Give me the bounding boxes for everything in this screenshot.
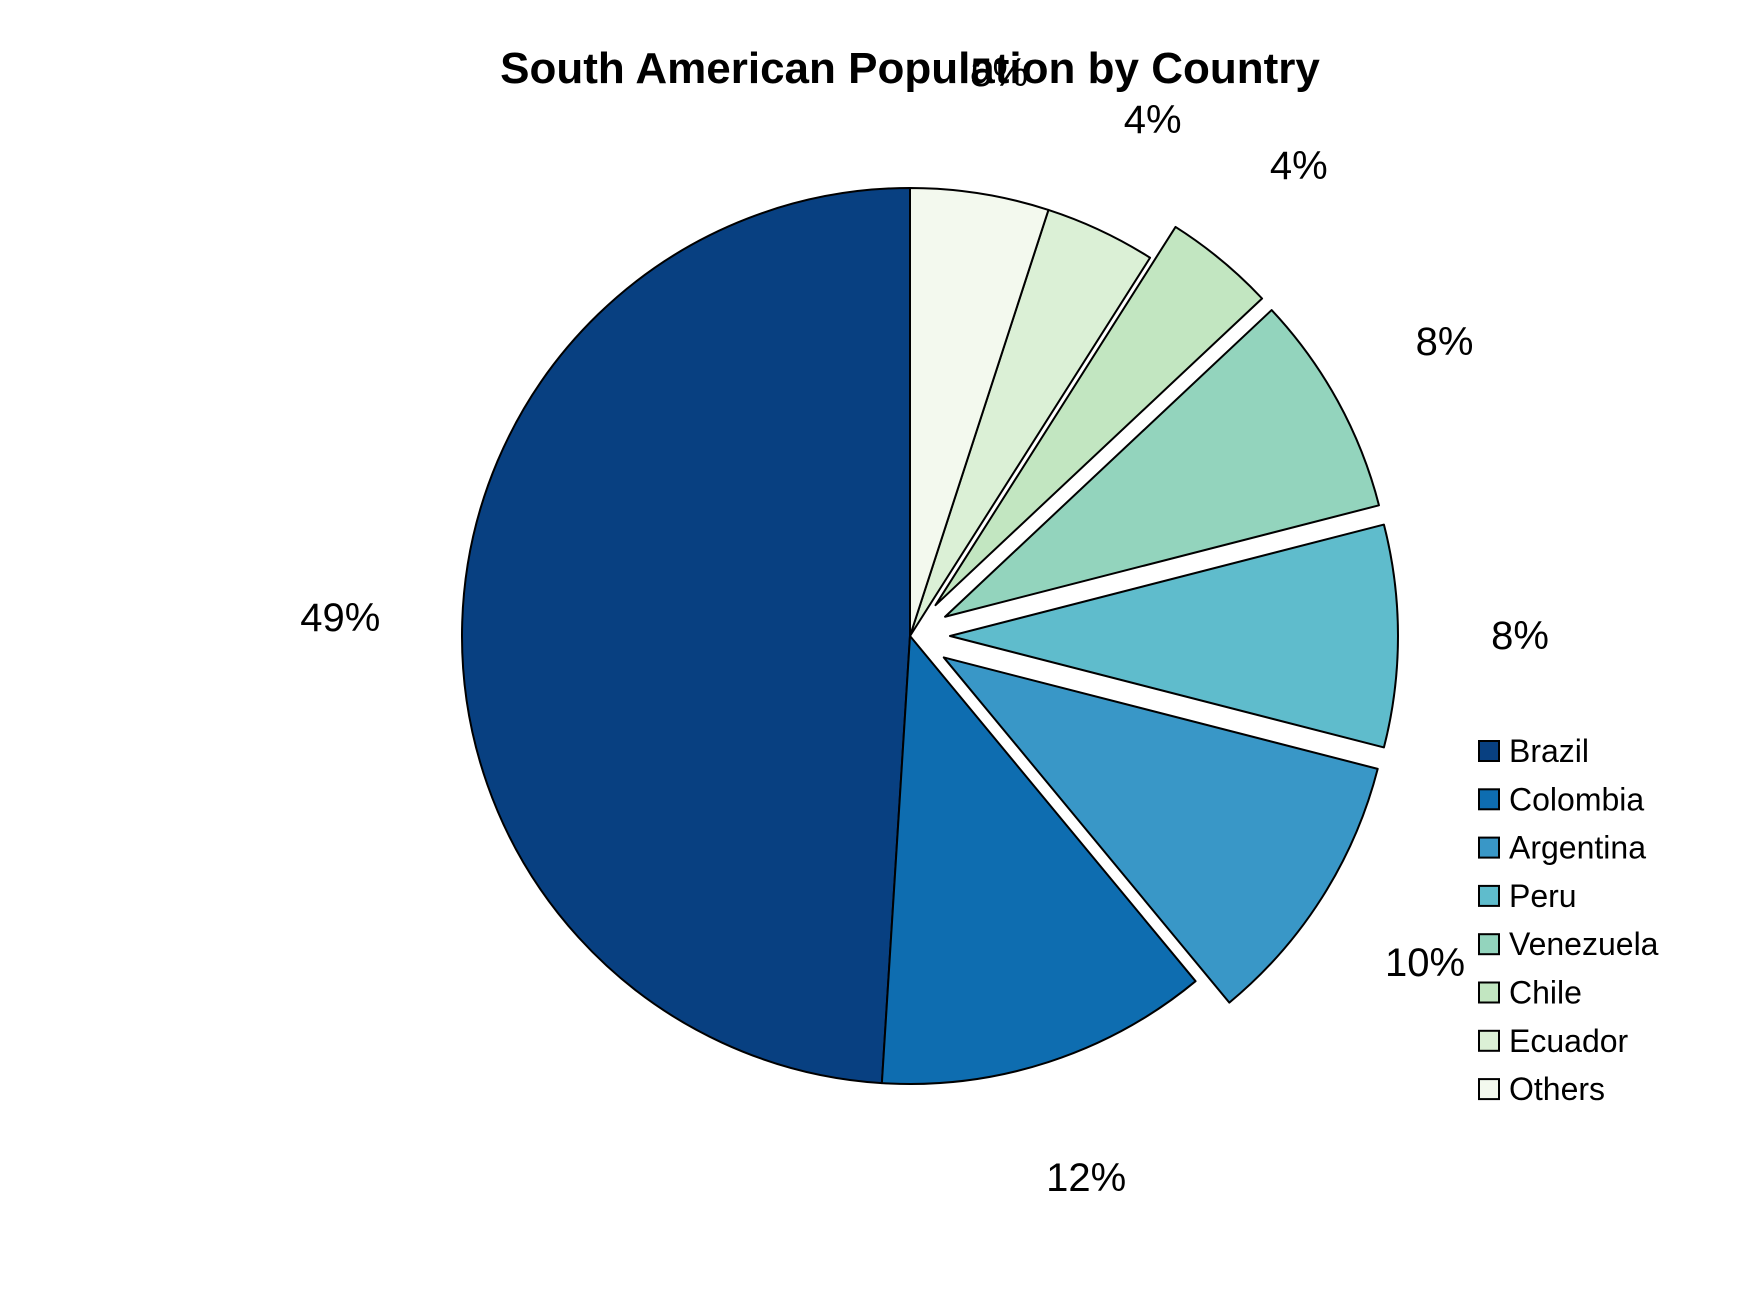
legend-swatch-venezuela [1478, 933, 1500, 956]
value-label-chile: 4% [1270, 144, 1328, 188]
pie-slice-venezuela [944, 309, 1380, 618]
legend-label-others: Others [1509, 1071, 1605, 1107]
value-label-argentina: 10% [1385, 941, 1465, 985]
legend-label-ecuador: Ecuador [1509, 1023, 1629, 1059]
value-label-ecuador: 4% [1124, 98, 1182, 142]
legend-swatch-others [1478, 1078, 1500, 1101]
legend-label-chile: Chile [1509, 975, 1582, 1011]
value-label-peru: 8% [1491, 614, 1549, 658]
pie-slice-argentina [942, 656, 1379, 1004]
pie-slice-peru [949, 523, 1399, 749]
value-label-colombia: 12% [1046, 1156, 1126, 1200]
pie-slice-brazil [460, 187, 911, 1085]
legend-swatch-chile [1478, 981, 1500, 1004]
legend-swatch-argentina [1478, 836, 1500, 859]
legend-label-argentina: Argentina [1509, 830, 1646, 866]
pie-slice-others [909, 187, 1050, 637]
legend-swatch-brazil [1478, 740, 1500, 762]
legend-swatch-peru [1478, 884, 1500, 907]
legend-label-peru: Peru [1509, 878, 1577, 914]
legend-label-venezuela: Venezuela [1509, 926, 1659, 962]
legend: Brazil Colombia Argentina Peru Venezuela Chil… [1478, 733, 1659, 1107]
value-label-others: 5% [970, 51, 1028, 95]
value-label-brazil: 49% [300, 596, 380, 640]
pie-slices [460, 187, 1399, 1085]
pie-slice-colombia [880, 635, 1197, 1085]
chart-title: South American Population by Country [500, 44, 1320, 93]
legend-swatch-colombia [1478, 788, 1500, 811]
pie-slice-chile [934, 225, 1264, 607]
legend-label-brazil: Brazil [1509, 733, 1589, 769]
value-label-venezuela: 8% [1416, 320, 1474, 364]
legend-swatch-ecuador [1478, 1029, 1500, 1052]
pie-value-labels: 49% 12% 10% 8% 8% 4% 4% 5% [300, 51, 1549, 1200]
legend-label-colombia: Colombia [1509, 781, 1644, 817]
